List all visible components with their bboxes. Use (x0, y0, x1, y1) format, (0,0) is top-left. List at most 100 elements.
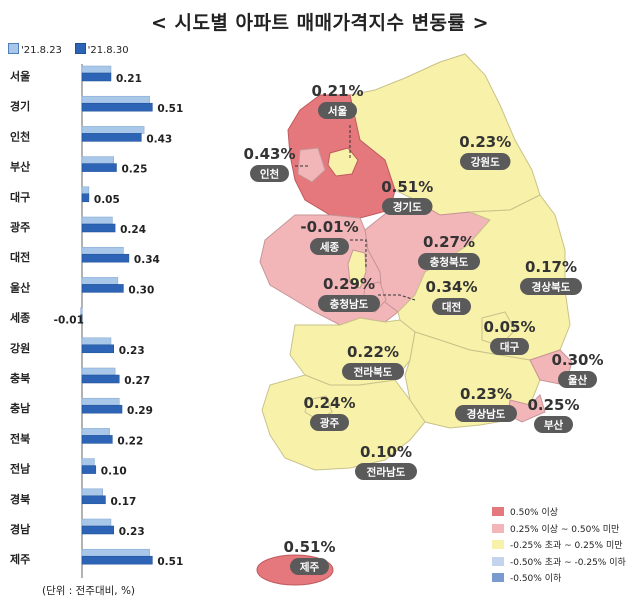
region-label-pill (520, 278, 582, 295)
data-label: 0.21 (116, 73, 142, 85)
data-label: 0.24 (120, 224, 146, 236)
bar-series1 (81, 488, 103, 497)
map-legend-row: -0.50% 초과 ~ -0.25% 이하 (492, 555, 626, 572)
map-legend: 0.50% 이상 0.25% 이상 ~ 0.50% 미만 -0.25% 초과 ~… (492, 505, 626, 588)
bar-series1 (81, 246, 124, 255)
map-legend-label: -0.50% 이하 (510, 574, 562, 584)
map-legend-row: 0.50% 이상 (492, 505, 626, 522)
region-label-pill (342, 363, 404, 380)
region-value: 0.17% (525, 258, 577, 276)
bar-series1 (81, 95, 150, 104)
region-name: 인천 (260, 168, 279, 181)
region-value: 0.51% (381, 178, 433, 196)
bar-series1 (81, 156, 114, 164)
bar-series2 (81, 495, 106, 505)
map-legend-swatch (492, 507, 504, 516)
region-label-pill (490, 338, 529, 355)
map-legend-label: 0.25% 이상 ~ 0.50% 미만 (510, 524, 620, 535)
data-label: 0.22 (117, 435, 143, 447)
leader-line-sejong (350, 239, 367, 268)
data-label: 0.17 (110, 496, 136, 508)
data-label: 0.51 (157, 103, 183, 115)
bar-series1 (81, 126, 145, 134)
data-label: 0.34 (134, 254, 160, 266)
region-name: 서울 (328, 105, 348, 118)
region-value: 0.25% (527, 396, 579, 414)
bar-series2 (81, 404, 123, 414)
data-label: 0.27 (124, 375, 150, 387)
category-label: 울산 (10, 280, 30, 294)
region-value: 0.21% (311, 82, 363, 100)
bar-series2 (81, 72, 112, 82)
bar-series2 (81, 102, 153, 112)
data-label: 0.43 (146, 133, 172, 145)
category-label: 경북 (10, 492, 30, 506)
bar-series1 (81, 428, 110, 436)
region-incheon (297, 147, 326, 183)
region-name: 경상북도 (532, 281, 571, 294)
category-label: 강원 (10, 341, 30, 355)
map-legend-label: -0.25% 초과 ~ 0.25% 미만 (510, 541, 623, 551)
bar-series1 (81, 518, 112, 527)
region-value: 0.27% (423, 233, 475, 251)
map-legend-label: 0.50% 이상 (510, 508, 559, 518)
bar-series2 (80, 314, 83, 323)
bar-series1 (80, 307, 83, 315)
region-label-pill (418, 253, 480, 270)
category-label: 전남 (10, 462, 30, 476)
legend-label-series2: '21.8.30 (87, 45, 129, 56)
bar-series2 (81, 133, 142, 142)
bar-series2 (81, 344, 114, 354)
region-label-pill (355, 463, 417, 480)
map-legend-swatch (492, 556, 504, 566)
data-label: 0.23 (119, 526, 145, 538)
data-label: 0.25 (122, 164, 148, 176)
region-value: 0.29% (323, 275, 375, 293)
category-label: 전북 (10, 431, 30, 445)
leader-line-daejeon (378, 294, 416, 301)
region-label-pill (310, 414, 349, 431)
unit-note: (단위 : 전주대비, %) (42, 585, 136, 597)
region-name: 경상남도 (467, 408, 506, 421)
category-label: 부산 (10, 160, 30, 174)
map-legend-swatch (492, 523, 504, 533)
data-label: 0.51 (157, 556, 183, 568)
region-value: 0.30% (551, 351, 603, 369)
category-label: 충남 (10, 401, 30, 415)
data-label: -0.01 (54, 315, 84, 327)
region-value: 0.23% (459, 133, 511, 151)
region-name: 충청북도 (430, 256, 469, 269)
category-label: 인천 (10, 129, 30, 143)
bar-series2 (81, 284, 124, 293)
data-label: 0.05 (94, 194, 120, 206)
bar-series2 (81, 435, 113, 444)
bar-series2 (81, 555, 153, 565)
bar-series1 (81, 186, 90, 195)
bar-series2 (81, 465, 97, 474)
region-label-pill (432, 298, 471, 315)
bar-series1 (81, 458, 95, 466)
region-value: 0.43% (243, 145, 295, 163)
region-sejong (347, 249, 367, 289)
data-label: 0.29 (127, 405, 153, 417)
region-value: 0.24% (303, 394, 355, 412)
category-label: 제주 (10, 552, 30, 566)
region-name: 제주 (300, 561, 320, 574)
region-label-pill (250, 165, 289, 182)
bar-series1 (81, 367, 116, 376)
bar-series1 (81, 548, 150, 557)
category-label: 경남 (10, 522, 30, 536)
region-label-pill (455, 405, 517, 422)
bar-series1 (81, 65, 112, 74)
bar-series1 (81, 397, 120, 406)
region-label-pill (318, 102, 357, 119)
korea-map: 0.21% 서울 0.43% 인천 0.51% 경기도 0.23% 강원도 -0.01% 세종 0.… (243, 53, 604, 586)
series-legend: '21.8.23 '21.8.30 (8, 43, 129, 56)
region-name: 강원도 (471, 156, 500, 169)
bar-series1 (81, 216, 113, 225)
map-legend-swatch (492, 540, 504, 549)
legend-swatch-series1 (8, 43, 19, 54)
bar-series2 (81, 374, 120, 384)
bar-series1 (81, 277, 119, 285)
map-legend-swatch (492, 573, 504, 582)
